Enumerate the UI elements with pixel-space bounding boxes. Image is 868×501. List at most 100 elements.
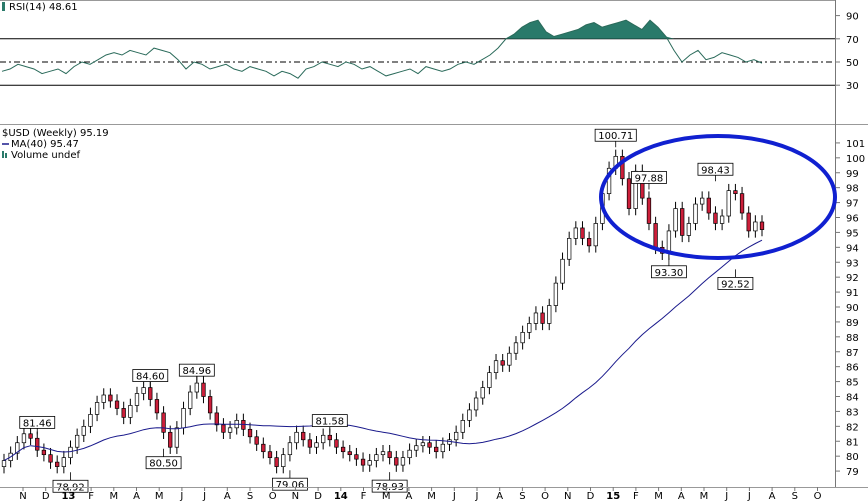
x-tick-label: 14 bbox=[334, 491, 348, 501]
candle bbox=[41, 443, 47, 462]
price-tick-label: 98 bbox=[846, 184, 859, 195]
price-tick-label: 91 bbox=[846, 288, 859, 299]
price-annotation: 81.58 bbox=[311, 414, 348, 433]
x-tick-label: 15 bbox=[606, 491, 620, 501]
candle bbox=[567, 231, 572, 266]
price-tick-label: 101 bbox=[846, 139, 865, 150]
candle-body bbox=[134, 393, 140, 406]
candle-body bbox=[201, 382, 206, 397]
candle-body bbox=[194, 382, 199, 393]
candle-body bbox=[254, 436, 259, 445]
candle bbox=[134, 386, 140, 413]
candle bbox=[314, 436, 319, 454]
candle-body bbox=[188, 391, 193, 409]
candle bbox=[21, 427, 27, 450]
candle-body bbox=[753, 221, 758, 232]
price-annotation: 98.43 bbox=[697, 162, 734, 182]
annotation-label: 97.88 bbox=[635, 173, 664, 184]
rsi-line bbox=[1, 19, 763, 79]
x-tick-label: M bbox=[654, 491, 663, 501]
candle bbox=[201, 376, 206, 404]
candle-body bbox=[174, 427, 180, 448]
candle bbox=[1, 453, 7, 474]
candle bbox=[693, 197, 698, 231]
candle bbox=[407, 443, 412, 465]
candle-body bbox=[706, 197, 711, 214]
annotation-label: 84.96 bbox=[183, 366, 212, 377]
candle-body bbox=[21, 433, 27, 444]
x-tick-label: M bbox=[155, 491, 164, 501]
candle bbox=[281, 447, 286, 474]
price-legend: $USD (Weekly) 95.19 MA(40) 95.47 Volume … bbox=[2, 128, 109, 161]
candle bbox=[686, 216, 692, 243]
candle bbox=[15, 436, 20, 460]
annotation-box bbox=[697, 162, 734, 176]
candle bbox=[360, 452, 366, 472]
candle-body bbox=[580, 227, 585, 239]
candle bbox=[307, 433, 313, 454]
x-tick-label: F bbox=[633, 491, 639, 501]
candle-body bbox=[161, 412, 166, 433]
candle bbox=[61, 450, 66, 474]
x-axis: N D 13 F M A M J J A S O N D 14 F M A M J J A S O N D 15 F M A M J J A S O bbox=[0, 487, 868, 501]
candle-body bbox=[247, 428, 253, 438]
candle-body bbox=[560, 258, 565, 284]
annotation-box bbox=[19, 415, 56, 429]
candle bbox=[626, 172, 632, 216]
x-tick-label: M bbox=[109, 491, 118, 501]
candle-body bbox=[507, 352, 512, 366]
x-tick-label: N bbox=[19, 491, 26, 501]
price-tick-label: 82 bbox=[846, 422, 859, 433]
candle-body bbox=[739, 193, 745, 214]
candle-body bbox=[181, 408, 186, 429]
candle bbox=[154, 392, 160, 420]
candle-body bbox=[281, 454, 286, 467]
x-tick-label: N bbox=[292, 491, 299, 501]
price-annotation: 80.50 bbox=[145, 448, 182, 470]
annotation-label: 84.60 bbox=[136, 372, 165, 383]
candle bbox=[274, 450, 279, 474]
candle bbox=[620, 149, 625, 186]
candle-body bbox=[340, 446, 346, 453]
price-annotation: 84.60 bbox=[132, 369, 169, 388]
price-tick-label: 80 bbox=[846, 452, 859, 463]
candle bbox=[161, 406, 166, 440]
annotation-box bbox=[717, 277, 754, 290]
candle bbox=[733, 183, 738, 201]
candle-body bbox=[394, 457, 399, 466]
candle-body bbox=[55, 461, 60, 467]
candle bbox=[35, 431, 40, 457]
volume-legend-label: Volume undef bbox=[11, 150, 81, 161]
candle bbox=[340, 440, 346, 459]
candle bbox=[493, 353, 499, 380]
price-tick-label: 94 bbox=[846, 243, 859, 254]
annotation-box bbox=[178, 363, 215, 377]
price-tick-label: 95 bbox=[846, 228, 859, 239]
candle-body bbox=[759, 221, 765, 230]
candle-body bbox=[666, 230, 672, 254]
x-tick-label: F bbox=[361, 491, 367, 501]
x-tick-label: D bbox=[314, 491, 322, 501]
candle bbox=[294, 425, 299, 450]
price-tick-label: 86 bbox=[846, 363, 859, 374]
candle bbox=[88, 407, 93, 434]
candle bbox=[254, 430, 259, 451]
price-tick-label: 79 bbox=[846, 467, 859, 478]
candle bbox=[646, 191, 652, 231]
x-tick-label: O bbox=[269, 491, 277, 501]
candle-body bbox=[35, 437, 40, 451]
candle bbox=[55, 455, 60, 474]
annotation-label: 93.30 bbox=[655, 268, 684, 279]
ma-legend-label: MA(40) 95.47 bbox=[11, 139, 79, 150]
candle bbox=[108, 388, 113, 408]
candle bbox=[700, 191, 705, 211]
candle-body bbox=[719, 215, 725, 224]
rsi-label: RSI(14) 48.61 bbox=[9, 2, 78, 13]
candle-body bbox=[221, 424, 226, 433]
candle-body bbox=[15, 442, 20, 454]
candle-body bbox=[327, 434, 332, 441]
candle-body bbox=[387, 451, 392, 459]
rsi-tick-label: 70 bbox=[846, 35, 859, 46]
annotation-box bbox=[594, 128, 637, 142]
price-annotation: 93.30 bbox=[651, 257, 687, 279]
